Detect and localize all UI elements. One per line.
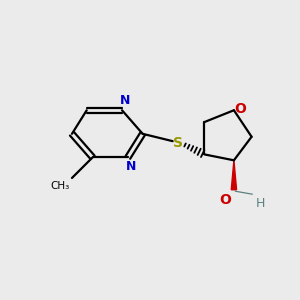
Text: N: N	[126, 160, 136, 173]
Text: H: H	[256, 197, 266, 210]
Text: N: N	[120, 94, 130, 107]
Text: S: S	[173, 136, 183, 150]
Text: O: O	[235, 102, 246, 116]
Text: CH₃: CH₃	[50, 181, 70, 191]
Polygon shape	[231, 160, 237, 190]
Text: O: O	[220, 193, 232, 207]
